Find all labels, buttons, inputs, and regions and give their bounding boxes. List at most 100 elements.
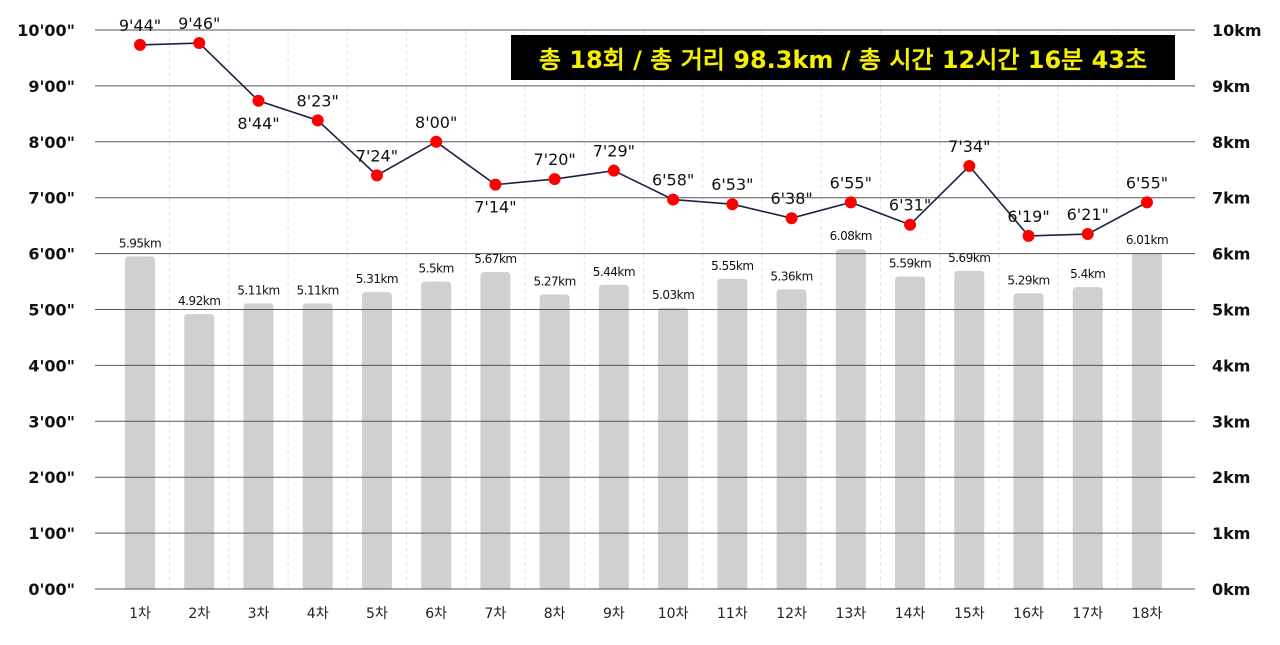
distance-label: 5.5km xyxy=(419,262,454,276)
category-label: 16차 xyxy=(1013,606,1044,622)
pace-label: 7'34" xyxy=(948,137,990,156)
left-axis-tick: 3'00" xyxy=(28,412,75,431)
distance-bar xyxy=(1072,287,1103,589)
distance-label: 5.31km xyxy=(356,272,398,286)
category-label: 17차 xyxy=(1072,606,1103,622)
right-axis-tick: 7km xyxy=(1212,189,1250,208)
distance-bar xyxy=(895,276,926,589)
left-axis-tick: 6'00" xyxy=(28,245,75,264)
pace-marker xyxy=(785,212,798,225)
pace-marker xyxy=(904,218,917,231)
right-axis-tick: 6km xyxy=(1212,245,1250,264)
pace-label: 9'44" xyxy=(119,16,161,35)
left-axis-tick: 0'00" xyxy=(28,580,75,599)
category-label: 10차 xyxy=(658,606,689,622)
chart-title: 총 18회 / 총 거리 98.3km / 총 시간 12시간 16분 43초 xyxy=(511,35,1175,80)
distance-label: 5.29km xyxy=(1007,273,1049,287)
pace-marker xyxy=(667,193,680,206)
pace-label: 7'20" xyxy=(533,150,575,169)
pace-label: 8'00" xyxy=(415,113,457,132)
category-label: 6차 xyxy=(425,606,447,622)
right-axis-tick: 10km xyxy=(1212,21,1262,40)
distance-bar xyxy=(421,281,452,589)
distance-label: 5.69km xyxy=(948,251,990,265)
pace-marker xyxy=(1022,229,1035,242)
distance-label: 5.59km xyxy=(889,257,931,271)
distance-bar xyxy=(954,270,985,589)
distance-bar xyxy=(361,292,392,589)
distance-bar xyxy=(717,278,748,589)
distance-label: 5.36km xyxy=(770,269,812,283)
distance-bar xyxy=(598,284,629,589)
pace-label: 6'31" xyxy=(889,196,931,215)
pace-marker xyxy=(311,114,324,127)
pace-label: 6'58" xyxy=(652,171,694,190)
pace-marker xyxy=(726,198,739,211)
right-axis-tick: 3km xyxy=(1212,412,1250,431)
category-label: 7차 xyxy=(485,606,507,622)
distance-label: 5.11km xyxy=(297,283,339,297)
pace-label: 6'19" xyxy=(1007,207,1049,226)
distance-label: 5.4km xyxy=(1070,267,1105,281)
pace-marker xyxy=(1141,196,1153,209)
category-label: 4차 xyxy=(307,606,329,622)
pace-label: 6'38" xyxy=(770,189,812,208)
right-axis-tick: 0km xyxy=(1212,580,1250,599)
distance-bar xyxy=(302,303,333,589)
left-axis-tick: 1'00" xyxy=(28,524,75,543)
pace-marker xyxy=(430,135,443,148)
pace-marker xyxy=(134,38,146,51)
pace-marker xyxy=(370,169,383,182)
pace-marker xyxy=(548,173,561,186)
pace-label: 6'55" xyxy=(1126,173,1168,192)
category-label: 18차 xyxy=(1132,606,1163,622)
pace-marker xyxy=(607,164,620,177)
pace-marker xyxy=(252,94,265,107)
left-axis-tick: 7'00" xyxy=(28,189,75,208)
distance-bar xyxy=(539,294,570,589)
pace-label: 8'23" xyxy=(297,91,339,110)
distance-label: 5.55km xyxy=(711,259,753,273)
category-label: 2차 xyxy=(188,606,210,622)
distance-label: 5.44km xyxy=(593,265,635,279)
distance-label: 4.92km xyxy=(178,294,220,308)
pace-marker xyxy=(844,196,857,209)
distance-bar xyxy=(1013,293,1044,589)
category-label: 13차 xyxy=(835,606,866,622)
distance-bar xyxy=(480,272,511,589)
pace-label: 7'14" xyxy=(474,198,516,217)
pace-label: 6'21" xyxy=(1067,205,1109,224)
right-axis-tick: 8km xyxy=(1212,133,1250,152)
pace-line xyxy=(139,42,1148,237)
category-label: 9차 xyxy=(603,606,625,622)
left-axis-tick: 4'00" xyxy=(28,356,75,375)
left-axis-tick: 2'00" xyxy=(28,468,75,487)
distance-label: 6.01km xyxy=(1126,233,1168,247)
category-label: 15차 xyxy=(954,606,985,622)
left-axis-tick: 9'00" xyxy=(28,77,75,96)
distance-bar xyxy=(776,289,807,589)
distance-bar xyxy=(125,256,155,589)
category-label: 14차 xyxy=(895,606,926,622)
pace-label: 8'44" xyxy=(237,114,279,133)
distance-label: 6.08km xyxy=(830,229,872,243)
pace-label: 6'53" xyxy=(711,175,753,194)
right-axis-tick: 9km xyxy=(1212,77,1250,96)
pace-marker xyxy=(489,178,502,191)
pace-marker xyxy=(963,160,976,173)
distance-bar xyxy=(658,307,689,589)
distance-bar xyxy=(243,303,274,589)
distance-label: 5.03km xyxy=(652,288,694,302)
category-label: 5차 xyxy=(366,606,388,622)
right-axis-tick: 4km xyxy=(1212,356,1250,375)
right-axis-tick: 1km xyxy=(1212,524,1250,543)
distance-label: 5.95km xyxy=(119,236,161,250)
distance-bar xyxy=(835,249,866,590)
pace-label: 9'46" xyxy=(178,14,220,33)
pace-marker xyxy=(1081,228,1094,241)
category-label: 8차 xyxy=(544,606,566,622)
distance-bar xyxy=(184,313,215,589)
distance-label: 5.67km xyxy=(474,252,516,266)
category-label: 1차 xyxy=(129,606,151,622)
